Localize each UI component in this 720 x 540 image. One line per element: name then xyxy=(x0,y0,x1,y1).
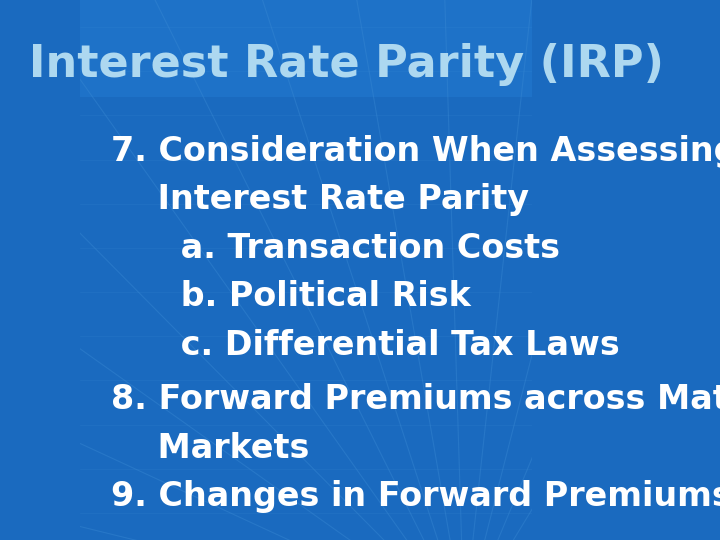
Text: Markets: Markets xyxy=(111,431,310,465)
Text: b. Political Risk: b. Political Risk xyxy=(111,280,471,314)
Text: B.  Interest Rate Parity (IRP): B. Interest Rate Parity (IRP) xyxy=(0,43,665,86)
Text: 7. Consideration When Assessing: 7. Consideration When Assessing xyxy=(111,134,720,168)
Text: 8. Forward Premiums across Maturity: 8. Forward Premiums across Maturity xyxy=(111,383,720,416)
Text: 9. Changes in Forward Premiums: 9. Changes in Forward Premiums xyxy=(111,480,720,514)
Text: c. Differential Tax Laws: c. Differential Tax Laws xyxy=(111,329,620,362)
Text: Interest Rate Parity: Interest Rate Parity xyxy=(111,183,529,217)
FancyBboxPatch shape xyxy=(79,0,532,97)
Text: a. Transaction Costs: a. Transaction Costs xyxy=(111,232,560,265)
